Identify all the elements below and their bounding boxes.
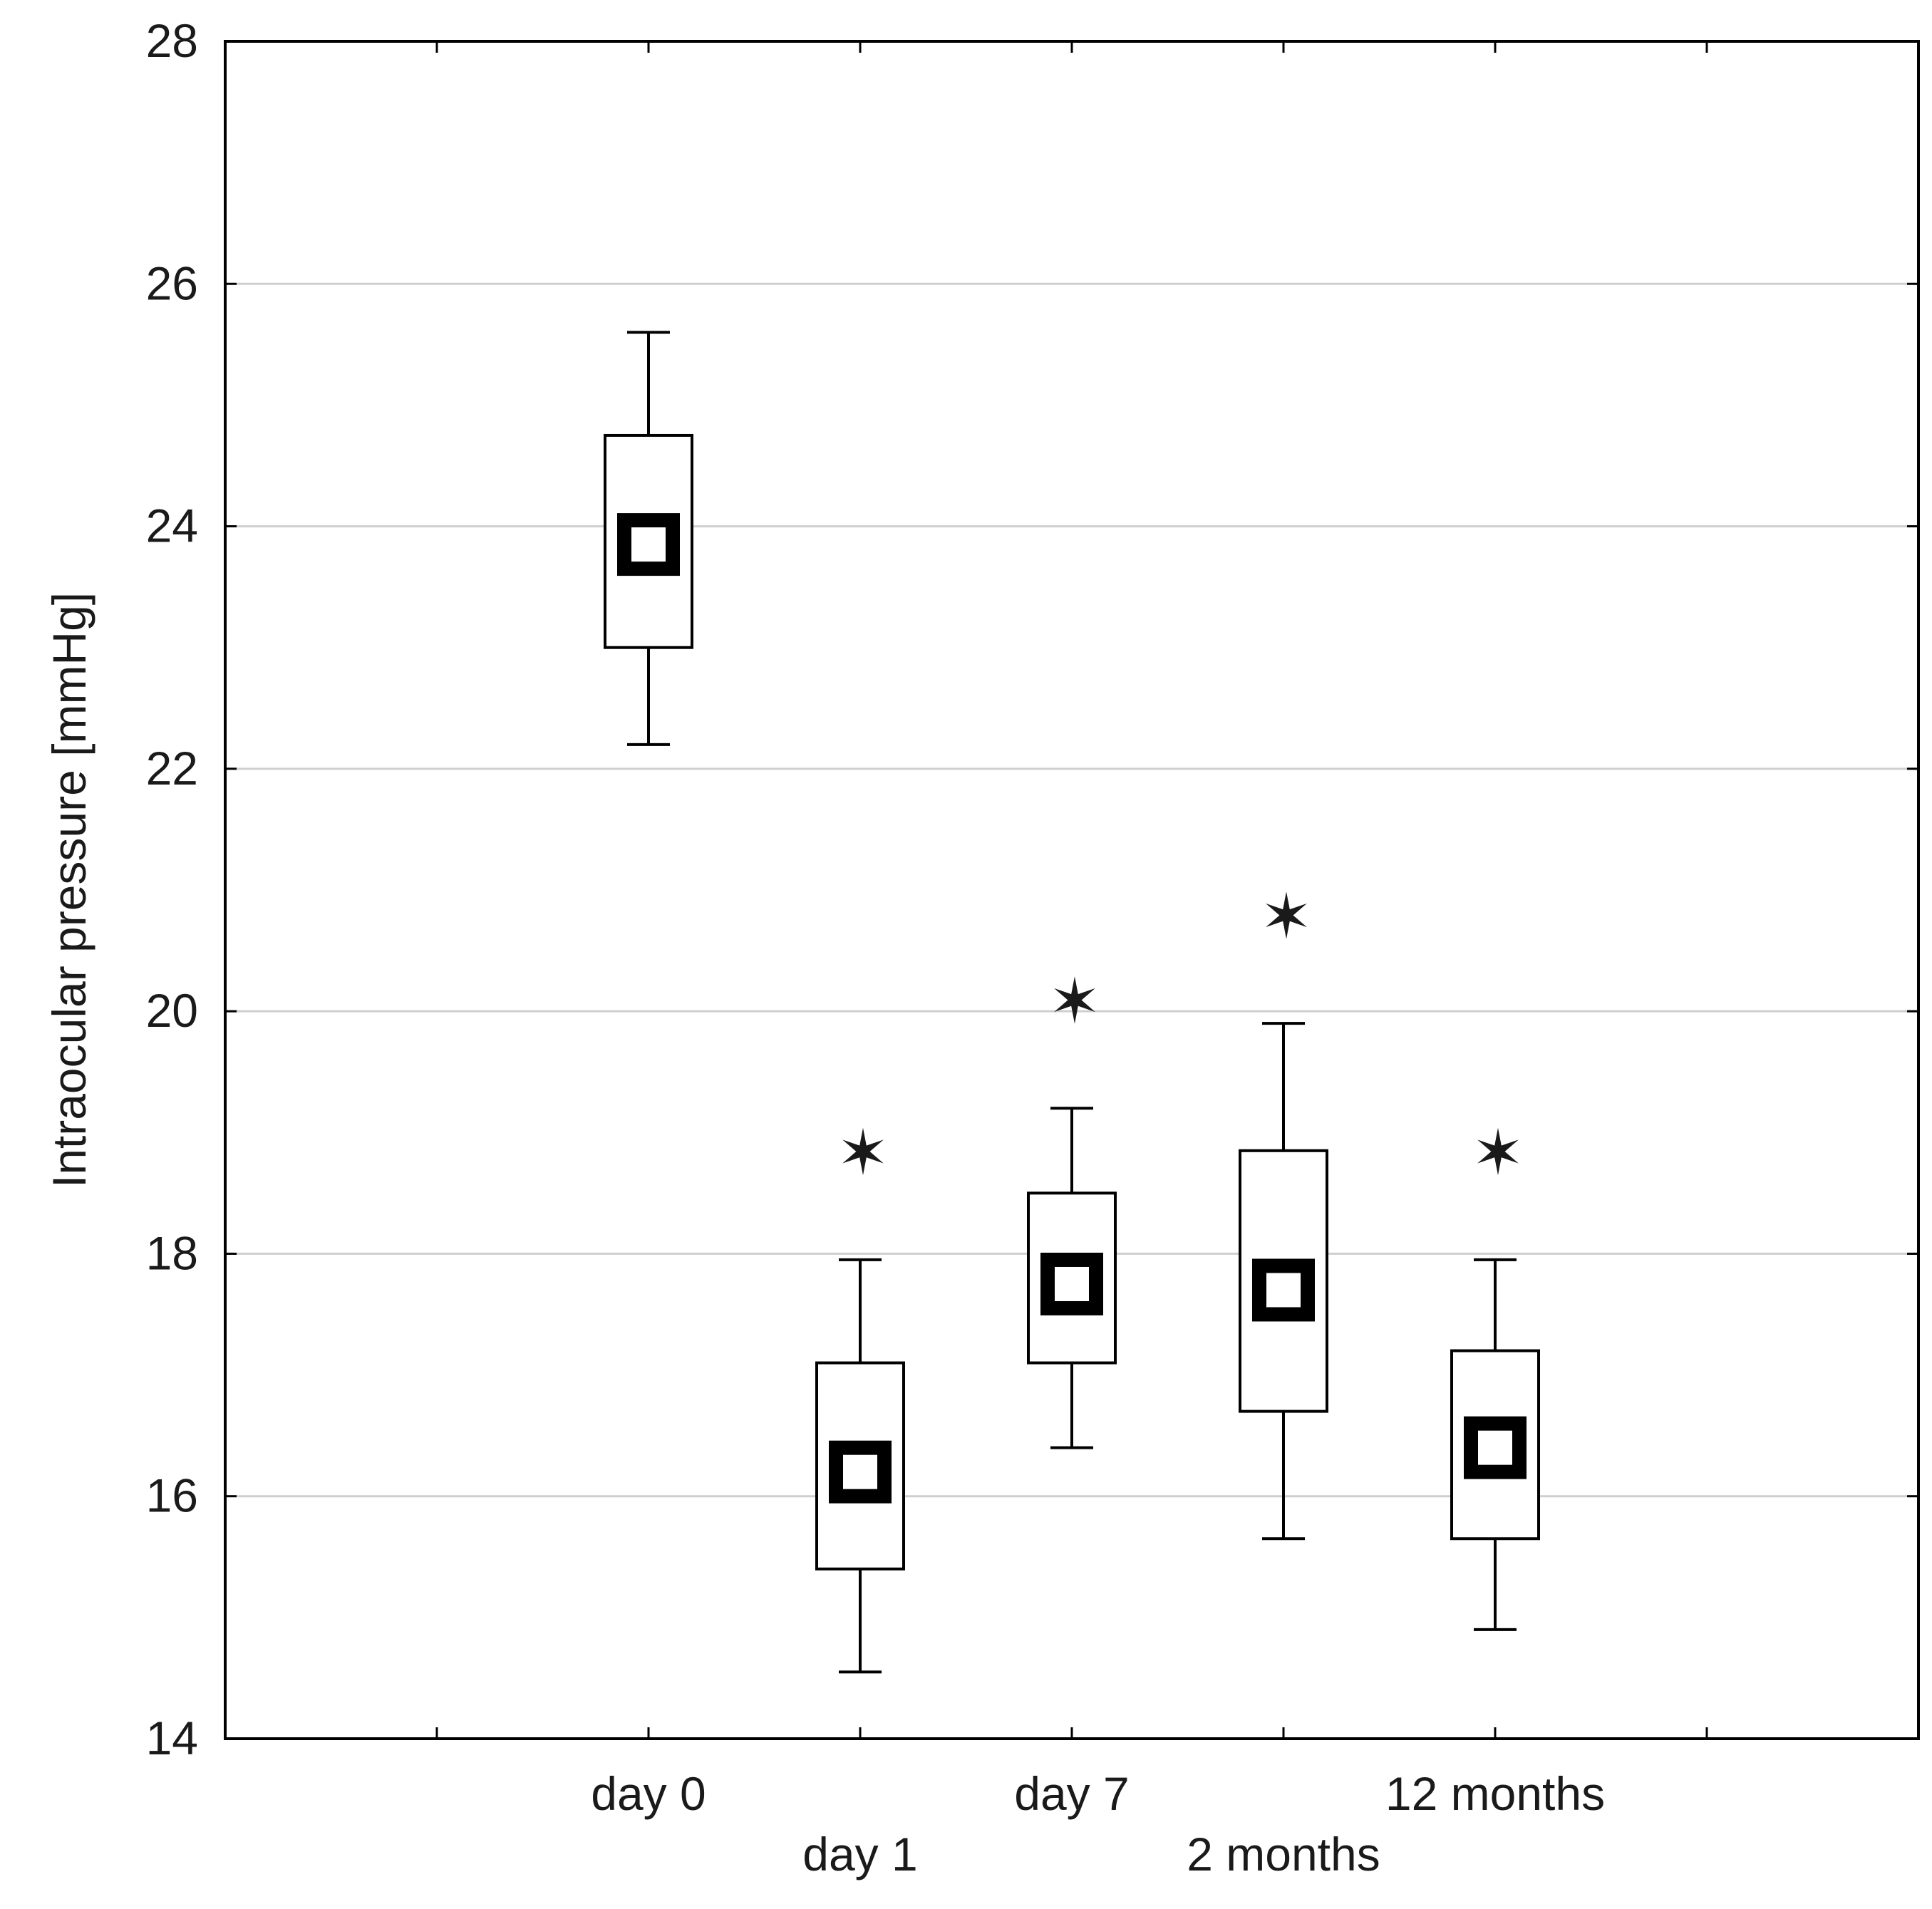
- y-tick-labels: 14 16 18 20 22 24 26 28: [146, 14, 198, 1764]
- mean-marker-center: [1266, 1273, 1301, 1308]
- y-tick-label: 22: [146, 742, 198, 795]
- box-group: ✶: [1450, 1117, 1540, 1631]
- box-group: ✶: [1239, 881, 1328, 1541]
- y-tick-label: 28: [146, 14, 198, 67]
- y-tick-label: 14: [146, 1712, 198, 1764]
- axis-ticks: [225, 40, 1918, 1740]
- plot-frame: [224, 40, 1920, 1740]
- gridlines: [225, 282, 1918, 1498]
- box-group: ✶: [815, 1117, 905, 1674]
- significance-star: ✶: [1048, 966, 1101, 1037]
- boxes: ✶ ✶ ✶ ✶: [604, 331, 1540, 1674]
- mean-marker-center: [1478, 1430, 1512, 1465]
- significance-star: ✶: [1472, 1117, 1524, 1188]
- y-tick-label: 18: [146, 1226, 198, 1279]
- y-tick-label: 24: [146, 500, 198, 552]
- mean-marker-center: [631, 527, 666, 562]
- x-category-label: day 7: [1014, 1767, 1129, 1820]
- y-axis-title: Intraocular pressure [mmHg]: [43, 592, 95, 1188]
- box-group: ✶: [1027, 966, 1117, 1449]
- significance-star: ✶: [1260, 881, 1313, 951]
- x-category-label: 2 months: [1187, 1828, 1380, 1880]
- x-category-label: day 1: [802, 1828, 917, 1880]
- y-tick-label: 16: [146, 1469, 198, 1522]
- y-tick-label: 26: [146, 257, 198, 309]
- mean-marker-center: [843, 1454, 877, 1489]
- x-category-label: 12 months: [1385, 1767, 1605, 1820]
- mean-marker-center: [1055, 1266, 1089, 1301]
- x-category-label: day 0: [591, 1767, 706, 1820]
- significance-star: ✶: [837, 1117, 889, 1188]
- y-tick-label: 20: [146, 984, 198, 1037]
- box-group: [604, 331, 693, 746]
